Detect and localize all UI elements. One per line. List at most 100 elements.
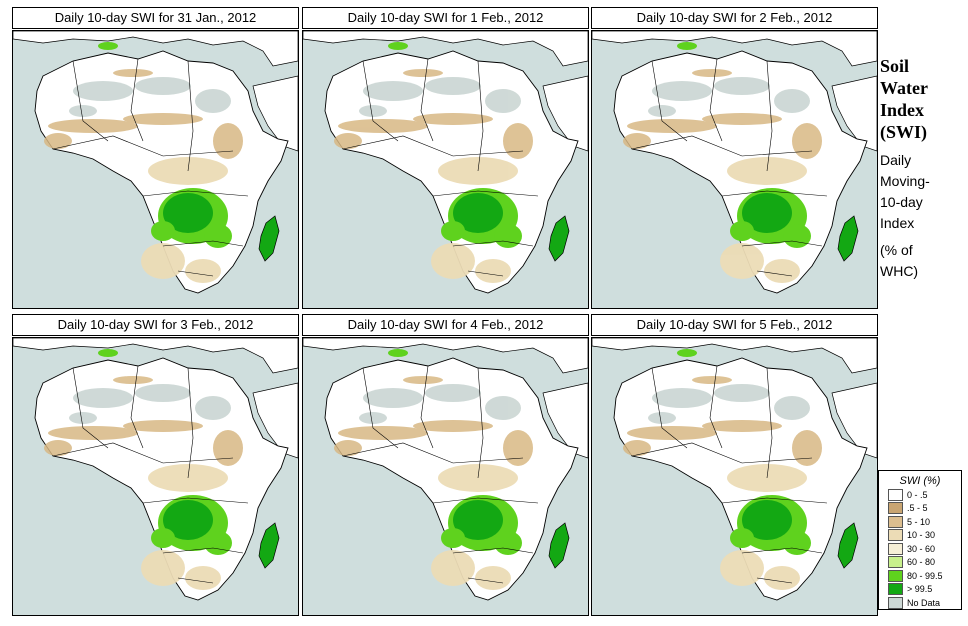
no-data-areas — [359, 77, 521, 117]
legend-item: No Data — [888, 596, 961, 610]
panel-title: Daily 10-day SWI for 31 Jan., 2012 — [12, 7, 299, 29]
sidebar-subtitle: Daily Moving- 10-day Index — [880, 150, 966, 234]
sidebar-unit-line: WHC) — [880, 263, 919, 279]
legend-label: > 99.5 — [907, 584, 933, 595]
country-borders — [631, 58, 828, 277]
legend-title: SWI (%) — [899, 475, 941, 487]
legend-swatch — [888, 502, 903, 515]
map-panel-2: Daily 10-day SWI for 1 Feb., 2012 — [302, 7, 589, 309]
europe-landmass — [13, 31, 298, 67]
legend-label: No Data — [907, 597, 941, 608]
map-svg — [13, 338, 298, 601]
wet-region — [98, 42, 232, 248]
no-data-areas — [69, 384, 231, 424]
legend-item: 10 - 30 — [888, 529, 961, 543]
no-data-areas — [648, 77, 810, 117]
sidebar-subtitle-line: Moving- — [880, 173, 930, 189]
legend-swatch — [888, 556, 903, 569]
no-data-areas — [69, 77, 231, 117]
legend-rows: 0 - .5 .5 - 5 5 - 10 10 - 30 30 - 60 60 - 80 8… — [879, 488, 961, 610]
legend-label: .5 - 5 — [907, 503, 928, 514]
sidebar-subtitle-line: 10-day — [880, 194, 923, 210]
dry-band — [334, 69, 533, 159]
map-svg — [592, 31, 877, 294]
legend-item: 60 - 80 — [888, 556, 961, 570]
madagascar — [837, 522, 859, 569]
legend-label: 60 - 80 — [907, 557, 936, 568]
map-panel-3: Daily 10-day SWI for 2 Feb., 2012 — [591, 7, 878, 309]
map-svg — [303, 338, 588, 601]
sidebar-subtitle-line: Daily — [880, 152, 912, 168]
europe-landmass — [303, 338, 588, 374]
dry-band — [44, 376, 243, 466]
no-data-areas — [359, 384, 521, 424]
sidebar-title: Soil Water Index (SWI) — [880, 55, 966, 143]
country-borders — [631, 365, 828, 584]
dry-band — [623, 376, 822, 466]
legend-swatch — [888, 515, 903, 528]
sidebar-subtitle-line: Index — [880, 215, 915, 231]
africa-map — [591, 337, 878, 616]
panel-title: Daily 10-day SWI for 1 Feb., 2012 — [302, 7, 589, 29]
country-borders — [52, 58, 249, 277]
madagascar — [258, 522, 280, 569]
legend-swatch — [888, 596, 903, 609]
no-data-areas — [648, 384, 810, 424]
sidebar-title-line: Soil — [880, 56, 910, 76]
wet-region — [388, 42, 522, 248]
sidebar-unit-line: (% of — [880, 242, 913, 258]
legend-item: 80 - 99.5 — [888, 569, 961, 583]
legend-label: 30 - 60 — [907, 543, 936, 554]
mid-moisture-belt — [141, 157, 228, 283]
legend-item: .5 - 5 — [888, 502, 961, 516]
africa-map — [591, 30, 878, 309]
legend-label: 0 - .5 — [907, 489, 928, 500]
africa-map — [302, 337, 589, 616]
map-svg — [303, 31, 588, 294]
europe-landmass — [592, 31, 877, 67]
legend-swatch — [888, 583, 903, 596]
legend-swatch — [888, 569, 903, 582]
legend-item: > 99.5 — [888, 583, 961, 597]
africa-map — [12, 337, 299, 616]
legend-item: 0 - .5 — [888, 488, 961, 502]
wet-region — [388, 349, 522, 555]
wet-region — [677, 42, 811, 248]
legend-swatch — [888, 488, 903, 501]
sidebar-unit: (% of WHC) — [880, 240, 966, 282]
legend-label: 10 - 30 — [907, 530, 936, 541]
map-panel-6: Daily 10-day SWI for 5 Feb., 2012 — [591, 314, 878, 616]
country-borders — [342, 365, 539, 584]
madagascar — [837, 215, 859, 262]
madagascar — [258, 215, 280, 262]
wet-region — [98, 349, 232, 555]
madagascar — [548, 522, 570, 569]
europe-landmass — [13, 338, 298, 374]
dry-band — [334, 376, 533, 466]
panel-title: Daily 10-day SWI for 5 Feb., 2012 — [591, 314, 878, 336]
africa-map — [12, 30, 299, 309]
mid-moisture-belt — [431, 464, 518, 590]
panel-title: Daily 10-day SWI for 2 Feb., 2012 — [591, 7, 878, 29]
mid-moisture-belt — [141, 464, 228, 590]
africa-map — [302, 30, 589, 309]
map-panel-4: Daily 10-day SWI for 3 Feb., 2012 — [12, 314, 299, 616]
map-panel-5: Daily 10-day SWI for 4 Feb., 2012 — [302, 314, 589, 616]
sidebar-title-line: (SWI) — [880, 122, 928, 142]
country-borders — [342, 58, 539, 277]
legend-item: 5 - 10 — [888, 515, 961, 529]
legend-swatch — [888, 542, 903, 555]
mid-moisture-belt — [720, 157, 807, 283]
sidebar-title-line: Water — [880, 78, 928, 98]
europe-landmass — [592, 338, 877, 374]
wet-region — [677, 349, 811, 555]
dry-band — [623, 69, 822, 159]
map-panel-1: Daily 10-day SWI for 31 Jan., 2012 — [12, 7, 299, 309]
europe-landmass — [303, 31, 588, 67]
legend-item: 30 - 60 — [888, 542, 961, 556]
dry-band — [44, 69, 243, 159]
legend-swatch — [888, 529, 903, 542]
swi-legend: SWI (%) 0 - .5 .5 - 5 5 - 10 10 - 30 30 - 60… — [878, 470, 962, 610]
panel-title: Daily 10-day SWI for 4 Feb., 2012 — [302, 314, 589, 336]
country-borders — [52, 365, 249, 584]
